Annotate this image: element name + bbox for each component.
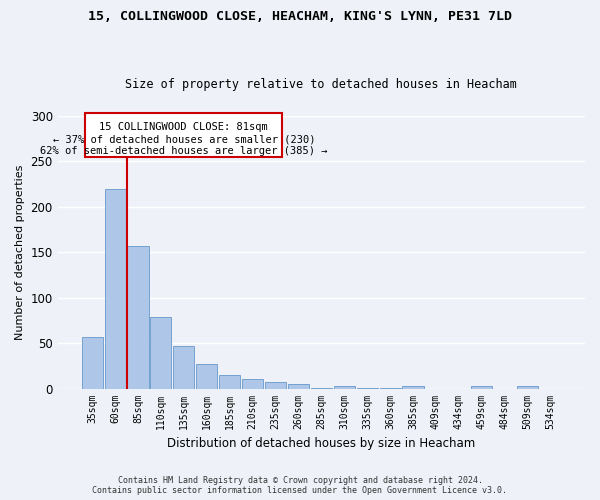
- Bar: [471, 386, 492, 388]
- Text: Contains HM Land Registry data © Crown copyright and database right 2024.
Contai: Contains HM Land Registry data © Crown c…: [92, 476, 508, 495]
- Bar: [104, 188, 125, 388]
- Bar: [334, 386, 355, 388]
- Bar: [288, 384, 309, 388]
- FancyBboxPatch shape: [85, 113, 283, 156]
- Bar: [265, 382, 286, 388]
- Bar: [242, 380, 263, 388]
- Y-axis label: Number of detached properties: Number of detached properties: [15, 164, 25, 340]
- Bar: [517, 386, 538, 388]
- Bar: [151, 316, 172, 388]
- Bar: [173, 346, 194, 389]
- Bar: [82, 336, 103, 388]
- Bar: [196, 364, 217, 388]
- Bar: [127, 246, 149, 388]
- Title: Size of property relative to detached houses in Heacham: Size of property relative to detached ho…: [125, 78, 517, 91]
- X-axis label: Distribution of detached houses by size in Heacham: Distribution of detached houses by size …: [167, 437, 475, 450]
- Bar: [403, 386, 424, 388]
- Text: 15 COLLINGWOOD CLOSE: 81sqm: 15 COLLINGWOOD CLOSE: 81sqm: [100, 122, 268, 132]
- Text: ← 37% of detached houses are smaller (230): ← 37% of detached houses are smaller (23…: [53, 135, 315, 145]
- Bar: [219, 375, 240, 388]
- Text: 15, COLLINGWOOD CLOSE, HEACHAM, KING'S LYNN, PE31 7LD: 15, COLLINGWOOD CLOSE, HEACHAM, KING'S L…: [88, 10, 512, 23]
- Text: 62% of semi-detached houses are larger (385) →: 62% of semi-detached houses are larger (…: [40, 146, 328, 156]
